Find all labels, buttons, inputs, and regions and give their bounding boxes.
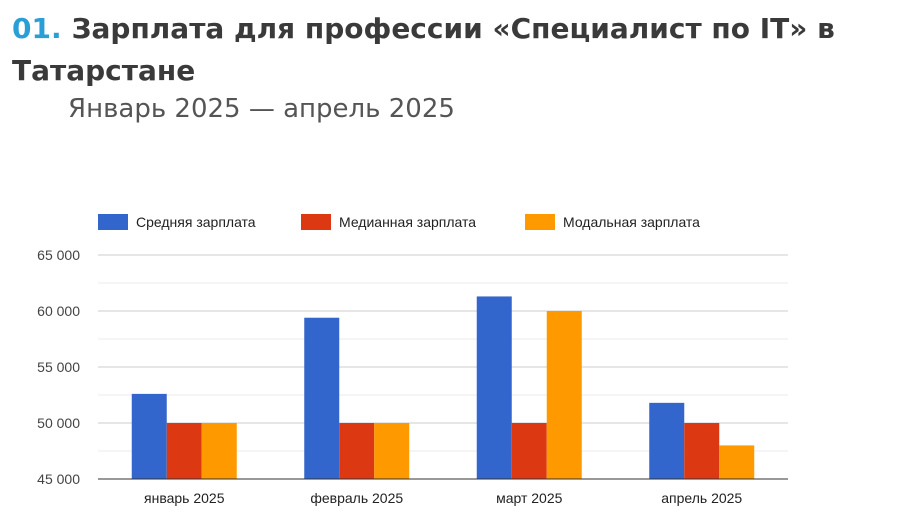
bar [374,423,410,479]
x-tick-label: февраль 2025 [310,490,403,506]
x-tick-label: апрель 2025 [661,490,742,506]
title-block: 01. Зарплата для профессии «Специалист по… [12,8,892,124]
bar [649,402,685,479]
legend-label: Медианная зарплата [339,214,476,230]
x-axis: январь 2025 февраль 2025 март 2025 апрель 2… [98,478,788,506]
y-tick-label: 60 000 [37,303,80,319]
page-title: 01. Зарплата для профессии «Специалист по… [12,8,892,92]
bar [131,393,167,479]
legend-swatch [98,214,128,230]
y-tick-label: 50 000 [37,415,80,431]
bar [684,423,720,479]
bar [304,317,340,479]
y-tick-label: 65 000 [37,247,80,263]
bar [166,423,202,479]
bar [511,423,547,479]
bar [201,423,237,479]
title-number: 01. [12,12,62,45]
bar [719,445,755,479]
y-tick-label: 55 000 [37,359,80,375]
x-tick-label: март 2025 [496,490,563,506]
chart-bars [131,296,755,479]
y-tick-label: 45 000 [37,471,80,487]
legend-label: Модальная зарплата [563,214,700,230]
salary-bar-chart: Средняя зарплата Медианная зарплата Модаль… [37,214,788,506]
bar [476,296,512,479]
legend-label: Средняя зарплата [136,214,256,230]
title-text: Зарплата для профессии «Специалист по IT… [12,12,835,87]
legend-swatch [525,214,555,230]
bar [339,423,375,479]
legend-swatch [301,214,331,230]
bar [546,311,582,479]
chart-legend: Средняя зарплата Медианная зарплата Модаль… [98,214,700,230]
y-axis: 45 000 50 000 55 000 60 000 65 000 [37,247,80,487]
x-tick-label: январь 2025 [144,490,225,506]
page-subtitle: Январь 2025 — апрель 2025 [68,94,455,124]
